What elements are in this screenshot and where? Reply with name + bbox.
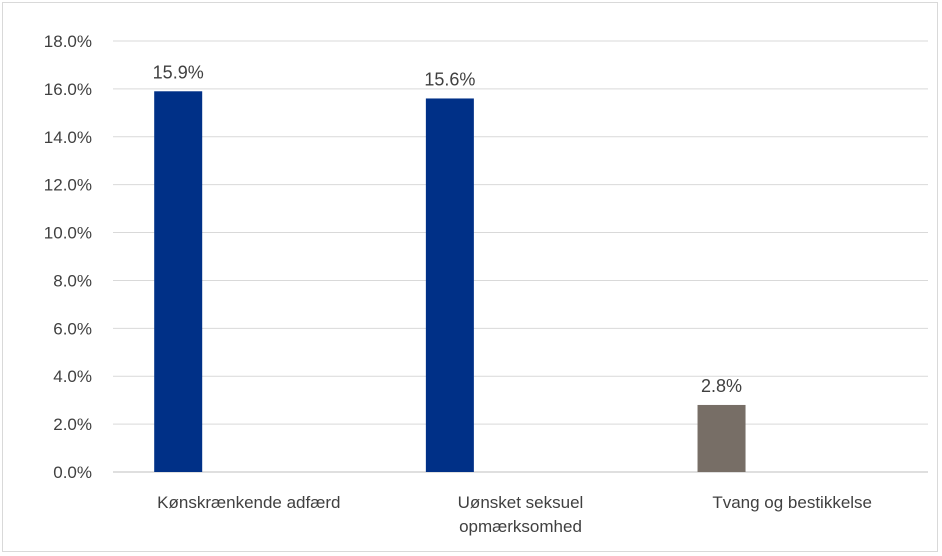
y-tick-label: 0.0% [53, 463, 92, 482]
category-label: Tvang og bestikkelse [712, 493, 872, 512]
category-label: Uønsket seksuel opmærksomhed [458, 493, 584, 536]
y-tick-label: 4.0% [53, 367, 92, 386]
bar[interactable] [154, 91, 203, 473]
y-tick-label: 2.0% [53, 415, 92, 434]
y-tick-label: 18.0% [44, 32, 92, 51]
bar[interactable] [425, 98, 474, 472]
y-tick-label: 6.0% [53, 319, 92, 338]
data-label: 15.6% [424, 69, 475, 89]
y-tick-label: 16.0% [44, 80, 92, 99]
y-tick-label: 10.0% [44, 224, 92, 243]
data-label: 15.9% [153, 62, 204, 82]
y-tick-label: 12.0% [44, 176, 92, 195]
y-tick-label: 8.0% [53, 271, 92, 290]
category-label-line: Kønskrænkende adfærd [157, 493, 340, 512]
data-label: 2.8% [701, 376, 742, 396]
category-label-line: Tvang og bestikkelse [712, 493, 872, 512]
category-label: Kønskrænkende adfærd [157, 493, 340, 512]
y-tick-label: 14.0% [44, 128, 92, 147]
category-label-line: opmærksomhed [459, 517, 582, 536]
bar[interactable] [697, 404, 746, 472]
category-label-line: Uønsket seksuel [458, 493, 584, 512]
